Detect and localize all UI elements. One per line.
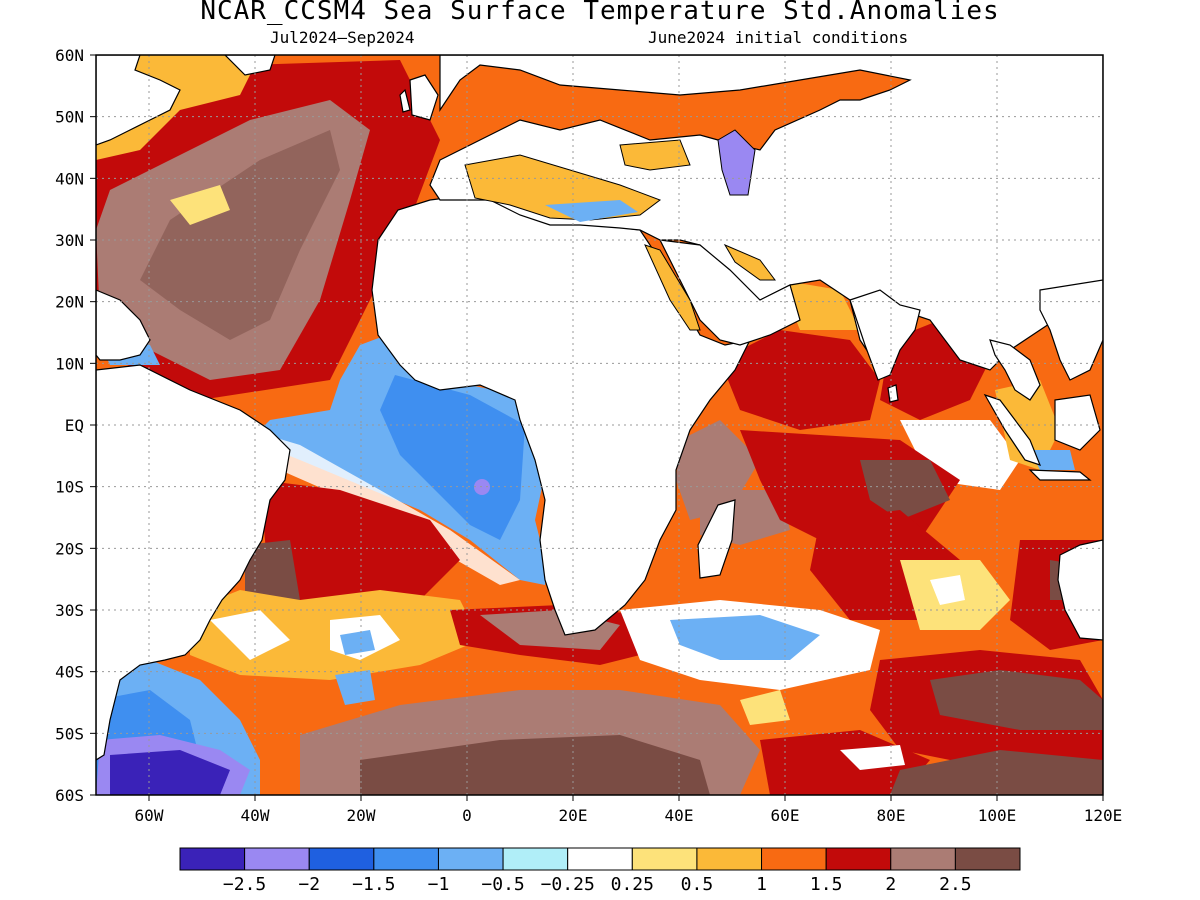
legend-label: −2.5	[223, 874, 266, 895]
x-tick-label: 60W	[135, 806, 164, 825]
legend-swatch	[954, 847, 1021, 871]
legend-swatch	[502, 847, 569, 871]
legend-swatch	[244, 847, 310, 871]
legend-swatch	[179, 847, 246, 871]
y-tick-label: 60N	[55, 46, 84, 65]
y-tick-label: 30S	[55, 601, 84, 620]
y-tick-label: 30N	[55, 231, 84, 250]
y-tick-label: 10S	[55, 478, 84, 497]
legend-label: −2	[298, 874, 320, 895]
legend-label: −1.5	[352, 874, 395, 895]
y-tick-label: 40S	[55, 663, 84, 682]
legend-swatch	[373, 847, 439, 871]
legend-label: 2	[885, 874, 896, 895]
legend-label: 1.5	[810, 874, 843, 895]
y-tick-label: 40N	[55, 169, 84, 188]
legend-label: −0.25	[541, 874, 595, 895]
axis-ticks: 60W 40W 20W 0 20E 40E 60E 80E 100E 120E 60N 50N 40N 3…	[55, 46, 1122, 825]
legend-label: 2.5	[939, 874, 972, 895]
x-tick-label: 100E	[978, 806, 1017, 825]
x-tick-label: 120E	[1084, 806, 1123, 825]
y-tick-label: 50S	[55, 724, 84, 743]
x-tick-label: 20W	[347, 806, 376, 825]
forecast-period: Jul2024–Sep2024	[270, 28, 415, 47]
legend-label: 0.25	[611, 874, 654, 895]
initial-conditions: June2024 initial conditions	[648, 28, 909, 47]
y-tick-label: 10N	[55, 354, 84, 373]
x-tick-label: 20E	[559, 806, 588, 825]
anomaly-field	[96, 55, 1103, 795]
legend-swatch	[567, 847, 633, 871]
legend-swatch	[696, 847, 763, 871]
landmasses	[96, 55, 1103, 761]
x-tick-label: 60E	[771, 806, 800, 825]
colorbar-legend: −2.5 −2 −1.5 −1 −0.5 −0.25 0.25 0.5 1 1.5 2 2.5	[179, 847, 1021, 895]
legend-swatch	[761, 847, 827, 871]
y-tick-label: 50N	[55, 108, 84, 127]
legend-label: 0.5	[681, 874, 714, 895]
legend-label: 1	[756, 874, 767, 895]
y-tick-label: EQ	[65, 416, 84, 435]
chart-title: NCAR_CCSM4 Sea Surface Temperature Std.A…	[200, 0, 1000, 26]
legend-swatch	[631, 847, 698, 871]
x-tick-label: 0	[462, 806, 472, 825]
y-tick-label: 20N	[55, 293, 84, 312]
legend-label: −1	[428, 874, 450, 895]
legend-swatch	[437, 847, 504, 871]
x-tick-label: 80E	[877, 806, 906, 825]
legend-swatch	[890, 847, 956, 871]
y-tick-label: 60S	[55, 786, 84, 805]
legend-label: −0.5	[481, 874, 524, 895]
x-tick-label: 40E	[665, 806, 694, 825]
legend-swatch	[308, 847, 375, 871]
x-tick-label: 40W	[241, 806, 270, 825]
y-tick-label: 20S	[55, 539, 84, 558]
legend-swatch	[825, 847, 892, 871]
